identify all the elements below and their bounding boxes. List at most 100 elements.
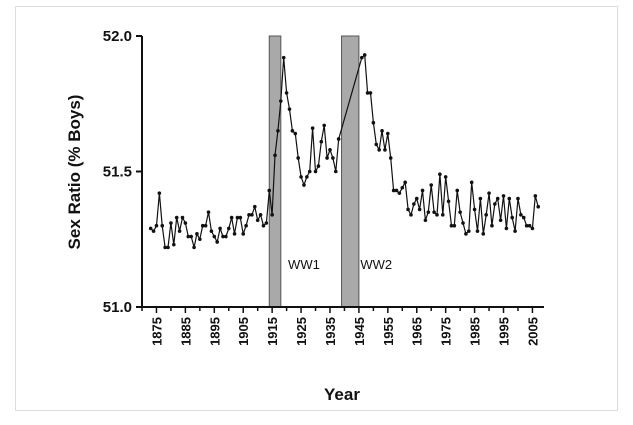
data-point [305,175,309,179]
data-point [244,223,248,228]
y-tick-label: 52.0 [103,28,132,45]
data-point [490,223,494,228]
x-axis-ticks: 1875 1885 1895 1905 1915 1925 1935 1945 1955 1965… [141,307,540,346]
data-point [226,226,231,231]
data-point [435,213,439,217]
data-point [198,237,202,242]
data-point [521,215,526,220]
data-point [290,129,295,133]
data-point [501,194,506,198]
data-point [183,221,188,225]
data-point [296,156,300,160]
data-point [386,131,390,136]
data-point [203,223,208,228]
data-point [446,199,451,204]
data-point [189,234,193,239]
data-point [458,210,462,214]
data-point [299,175,303,179]
data-point [412,202,416,206]
data-point [469,180,474,185]
data-point [293,131,298,136]
data-point [148,226,153,231]
data-point [487,191,491,195]
data-point [504,226,509,231]
data-point [180,215,185,220]
x-tick-label: 1925 [294,317,309,346]
data-point [380,129,384,133]
data-point [417,207,422,212]
data-point [206,210,211,214]
y-axis-ticks: 51.0 51.5 52.0 [103,28,142,316]
war-period-shading [268,35,360,308]
data-point [533,194,538,198]
y-axis-title: Sex Ratio (% Boys) [65,95,84,250]
data-point [513,229,517,233]
war-annotations: WW1 WW2 [288,257,392,272]
data-point [524,223,529,228]
data-point [192,245,196,250]
shaded-span-ww1 [268,35,282,308]
x-tick-label: 1975 [439,317,454,346]
data-point [420,188,425,193]
data-point [261,223,266,228]
data-point [498,218,503,223]
data-point [409,213,413,217]
data-point [252,204,257,209]
data-point [328,148,332,152]
data-point [536,204,541,209]
data-point [403,180,407,185]
data-point [255,218,260,223]
x-tick-label: 1915 [265,317,280,346]
data-point [250,213,254,217]
data-point [519,213,523,217]
x-tick-label: 1955 [381,317,396,346]
data-point [281,55,286,60]
data-point [241,232,246,236]
data-point [397,191,402,195]
data-point [218,226,222,231]
data-point [440,213,445,217]
data-point [287,107,292,111]
data-point [510,215,514,220]
data-point [377,148,381,152]
data-point [322,123,327,128]
data-point [484,213,488,217]
sex-ratio-points [148,53,541,250]
data-point [186,234,191,239]
x-tick-label: 1885 [178,317,193,346]
x-tick-label: 1965 [410,317,425,346]
data-point [423,218,428,223]
data-point [400,185,405,190]
y-tick-label: 51.5 [103,164,132,181]
data-point [383,148,387,152]
data-point [461,221,465,225]
data-point [481,232,486,236]
data-point [331,156,335,160]
data-point [429,183,434,187]
data-point [443,175,448,179]
data-point [464,232,468,236]
data-point [212,234,217,239]
x-tick-label: 1935 [323,317,338,346]
data-point [276,129,280,133]
data-point [507,196,512,201]
data-point [313,169,318,174]
data-point [475,229,480,233]
x-axis-title: Year [324,385,360,404]
data-point [224,234,228,239]
data-point [273,153,277,158]
data-point [371,120,376,125]
figure-border [15,6,618,411]
data-point [336,137,341,141]
data-point [284,91,289,95]
data-point [527,223,532,228]
data-point [368,91,373,95]
data-point [264,221,269,225]
data-point [195,232,199,236]
data-point [365,91,370,95]
data-point [258,213,263,217]
data-point [215,240,219,244]
x-tick-label: 1995 [497,317,512,346]
